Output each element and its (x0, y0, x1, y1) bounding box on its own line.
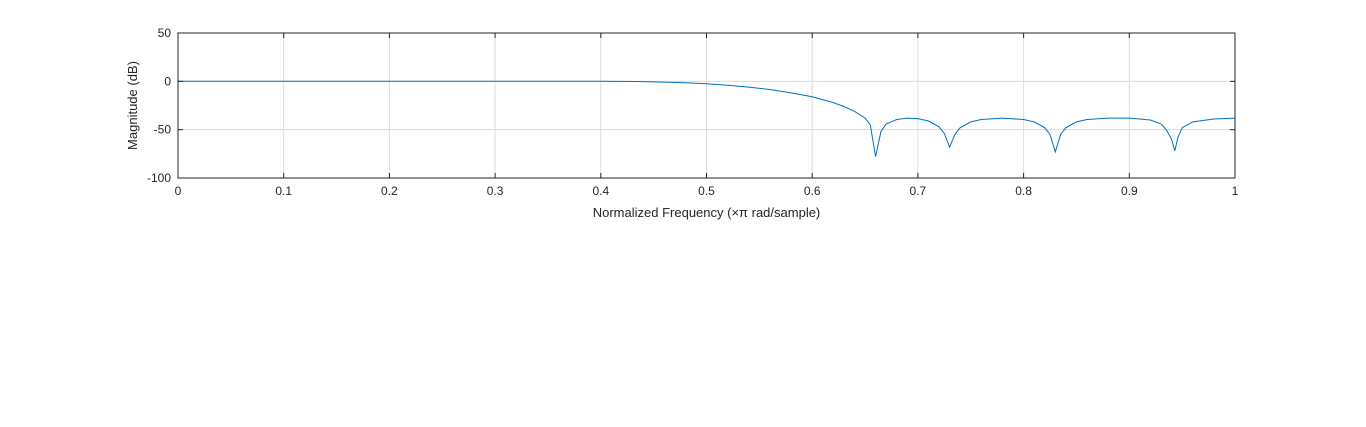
x-tick-label: 0.1 (275, 184, 292, 198)
x-tick-label: 0.8 (1015, 184, 1032, 198)
y-axis-label: Magnitude (dB) (125, 61, 140, 150)
x-tick-label: 0 (175, 184, 182, 198)
plot-area (178, 80, 1236, 157)
y-tick-label: 0 (164, 74, 171, 88)
y-axis: 50 0 -50 -100 (147, 26, 1235, 185)
x-tick-label: 0.7 (910, 184, 927, 198)
x-tick-label: 0.3 (487, 184, 504, 198)
y-tick-label: -50 (154, 123, 172, 137)
x-tick-label: 0.2 (381, 184, 398, 198)
series-line (178, 80, 1236, 157)
grid-lines (178, 33, 1235, 178)
x-tick-label: 0.4 (592, 184, 609, 198)
x-tick-label: 0.6 (804, 184, 821, 198)
x-axis: 0 0.1 0.2 0.3 0.4 0.5 0.6 0.7 0.8 0.9 1 (175, 33, 1239, 198)
x-axis-label: Normalized Frequency (×π rad/sample) (593, 205, 821, 220)
x-tick-label: 0.5 (698, 184, 715, 198)
y-tick-label: -100 (147, 171, 171, 185)
x-tick-label: 1 (1232, 184, 1239, 198)
x-tick-label: 0.9 (1121, 184, 1138, 198)
y-tick-label: 50 (158, 26, 172, 40)
